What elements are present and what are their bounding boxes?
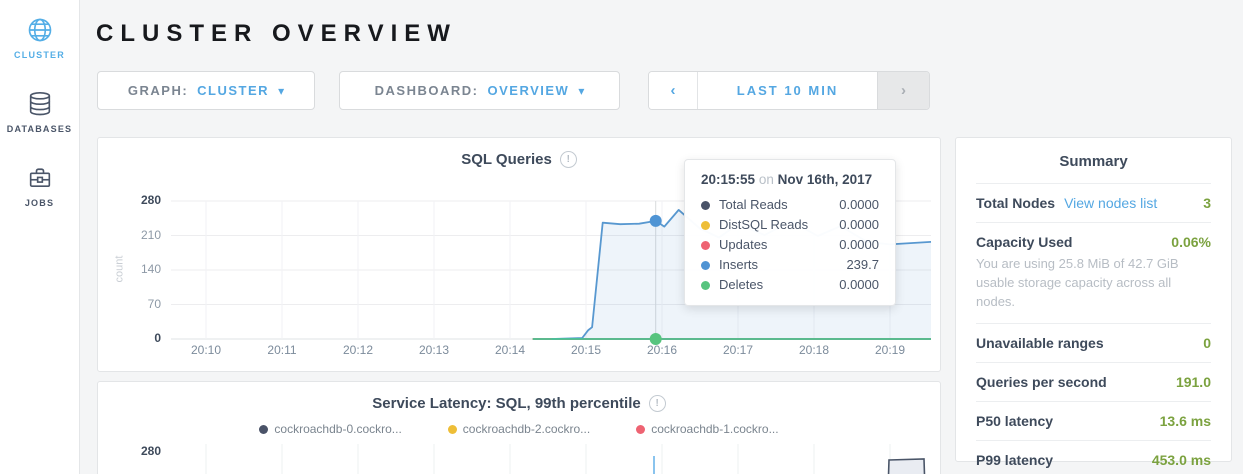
tooltip-row: Updates 0.0000 xyxy=(701,235,879,255)
y-tick-label: 210 xyxy=(140,227,161,242)
dashboard-dropdown-label: DASHBOARD: xyxy=(374,83,479,98)
y-tick-label: 140 xyxy=(140,262,161,276)
x-tick-label: 20:12 xyxy=(342,343,374,357)
graph-dropdown-label: GRAPH: xyxy=(127,83,189,98)
summary-title: Summary xyxy=(1059,153,1128,170)
sidebar: CLUSTER DATABASES xyxy=(0,0,80,474)
y-tick-label: 70 xyxy=(147,296,161,311)
chart-title: Service Latency: SQL, 99th percentile xyxy=(372,395,641,412)
service-latency-chart-card: Service Latency: SQL, 99th percentile ! … xyxy=(97,381,941,474)
x-tick-label: 20:13 xyxy=(418,343,450,357)
chart-title: SQL Queries xyxy=(461,151,552,168)
series-dot xyxy=(701,200,710,210)
dashboard-dropdown-value: OVERVIEW xyxy=(487,83,570,98)
chevron-down-icon: ▾ xyxy=(578,83,585,98)
sidebar-item-label: DATABASES xyxy=(6,124,73,134)
database-icon xyxy=(26,90,54,118)
x-tick-label: 20:16 xyxy=(646,343,678,357)
summary-row-p99-latency: P99 latency 453.0 ms xyxy=(976,439,1211,474)
series-dot xyxy=(259,424,269,434)
sidebar-item-label: JOBS xyxy=(24,198,55,208)
time-range-prev-button[interactable]: ‹ xyxy=(649,72,698,109)
summary-row-queries-per-second: Queries per second 191.0 xyxy=(976,361,1211,401)
series-dot xyxy=(701,280,710,290)
info-icon[interactable]: ! xyxy=(648,395,666,412)
x-tick-label: 20:15 xyxy=(570,343,602,357)
tooltip-timestamp: 20:15:55 on Nov 16th, 2017 xyxy=(701,172,873,187)
legend-item[interactable]: cockroachdb-2.cockro... xyxy=(447,422,590,436)
sidebar-item-databases[interactable]: DATABASES xyxy=(7,90,72,134)
series-dot xyxy=(636,424,646,434)
series-dot xyxy=(701,240,710,250)
graph-dropdown[interactable]: GRAPH: CLUSTER ▾ xyxy=(97,71,315,110)
graph-dropdown-value: CLUSTER xyxy=(197,83,270,98)
service-latency-chart xyxy=(205,444,926,474)
summary-row-p50-latency: P50 latency 13.6 ms xyxy=(976,400,1211,440)
dashboard-dropdown[interactable]: DASHBOARD: OVERVIEW ▾ xyxy=(339,71,620,110)
time-range-selector: ‹ LAST 10 MIN › xyxy=(648,71,930,110)
summary-panel: Summary Total Nodes View nodes list 3 Ca… xyxy=(955,137,1232,468)
time-range-label[interactable]: LAST 10 MIN xyxy=(736,83,839,98)
briefcase-icon xyxy=(26,164,54,192)
x-tick-label: 20:17 xyxy=(722,343,754,357)
y-tick-label: 280 xyxy=(140,193,161,207)
globe-icon xyxy=(26,16,54,44)
summary-row-total-nodes: Total Nodes View nodes list 3 xyxy=(976,183,1211,222)
x-tick-label: 20:14 xyxy=(494,343,526,357)
sql-queries-chart-card: SQL Queries ! count 280 210 140 70 0 20:10 20… xyxy=(97,137,941,372)
sidebar-item-label: CLUSTER xyxy=(14,50,65,60)
tooltip-row: DistSQL Reads 0.0000 xyxy=(701,215,879,235)
summary-row-capacity-used: Capacity Used 0.06% You are using 25.8 M… xyxy=(976,222,1211,323)
sidebar-item-cluster[interactable]: CLUSTER xyxy=(14,16,65,60)
x-tick-label: 20:19 xyxy=(874,343,906,357)
tooltip-row: Inserts 239.7 xyxy=(701,255,879,275)
series-dot xyxy=(701,220,710,230)
tooltip-row: Deletes 0.0000 xyxy=(701,275,879,295)
summary-row-unavailable-ranges: Unavailable ranges 0 xyxy=(976,322,1211,362)
tooltip-row: Total Reads 0.0000 xyxy=(701,195,879,215)
y-tick-label: 0 xyxy=(154,331,161,345)
y-tick-label: 280 xyxy=(140,444,161,458)
x-tick-label: 20:10 xyxy=(190,343,222,357)
page-title: CLUSTER OVERVIEW xyxy=(96,20,457,47)
legend-item[interactable]: cockroachdb-0.cockro... xyxy=(259,422,402,436)
info-icon[interactable]: ! xyxy=(559,151,577,168)
chevron-down-icon: ▾ xyxy=(278,83,285,98)
chart-tooltip: 20:15:55 on Nov 16th, 2017 Total Reads 0… xyxy=(684,159,896,306)
time-range-next-button[interactable]: › xyxy=(877,72,929,109)
sidebar-item-jobs[interactable]: JOBS xyxy=(25,164,54,208)
series-dot xyxy=(447,424,457,434)
x-tick-label: 20:18 xyxy=(798,343,830,357)
view-nodes-list-link[interactable]: View nodes list xyxy=(1064,195,1158,211)
chart-legend: cockroachdb-0.cockro... cockroachdb-2.co… xyxy=(98,422,940,436)
legend-item[interactable]: cockroachdb-1.cockro... xyxy=(636,422,779,436)
x-tick-label: 20:11 xyxy=(267,343,297,357)
capacity-used-description: You are using 25.8 MiB of 42.7 GiB usabl… xyxy=(976,256,1179,309)
series-dot xyxy=(701,260,710,270)
